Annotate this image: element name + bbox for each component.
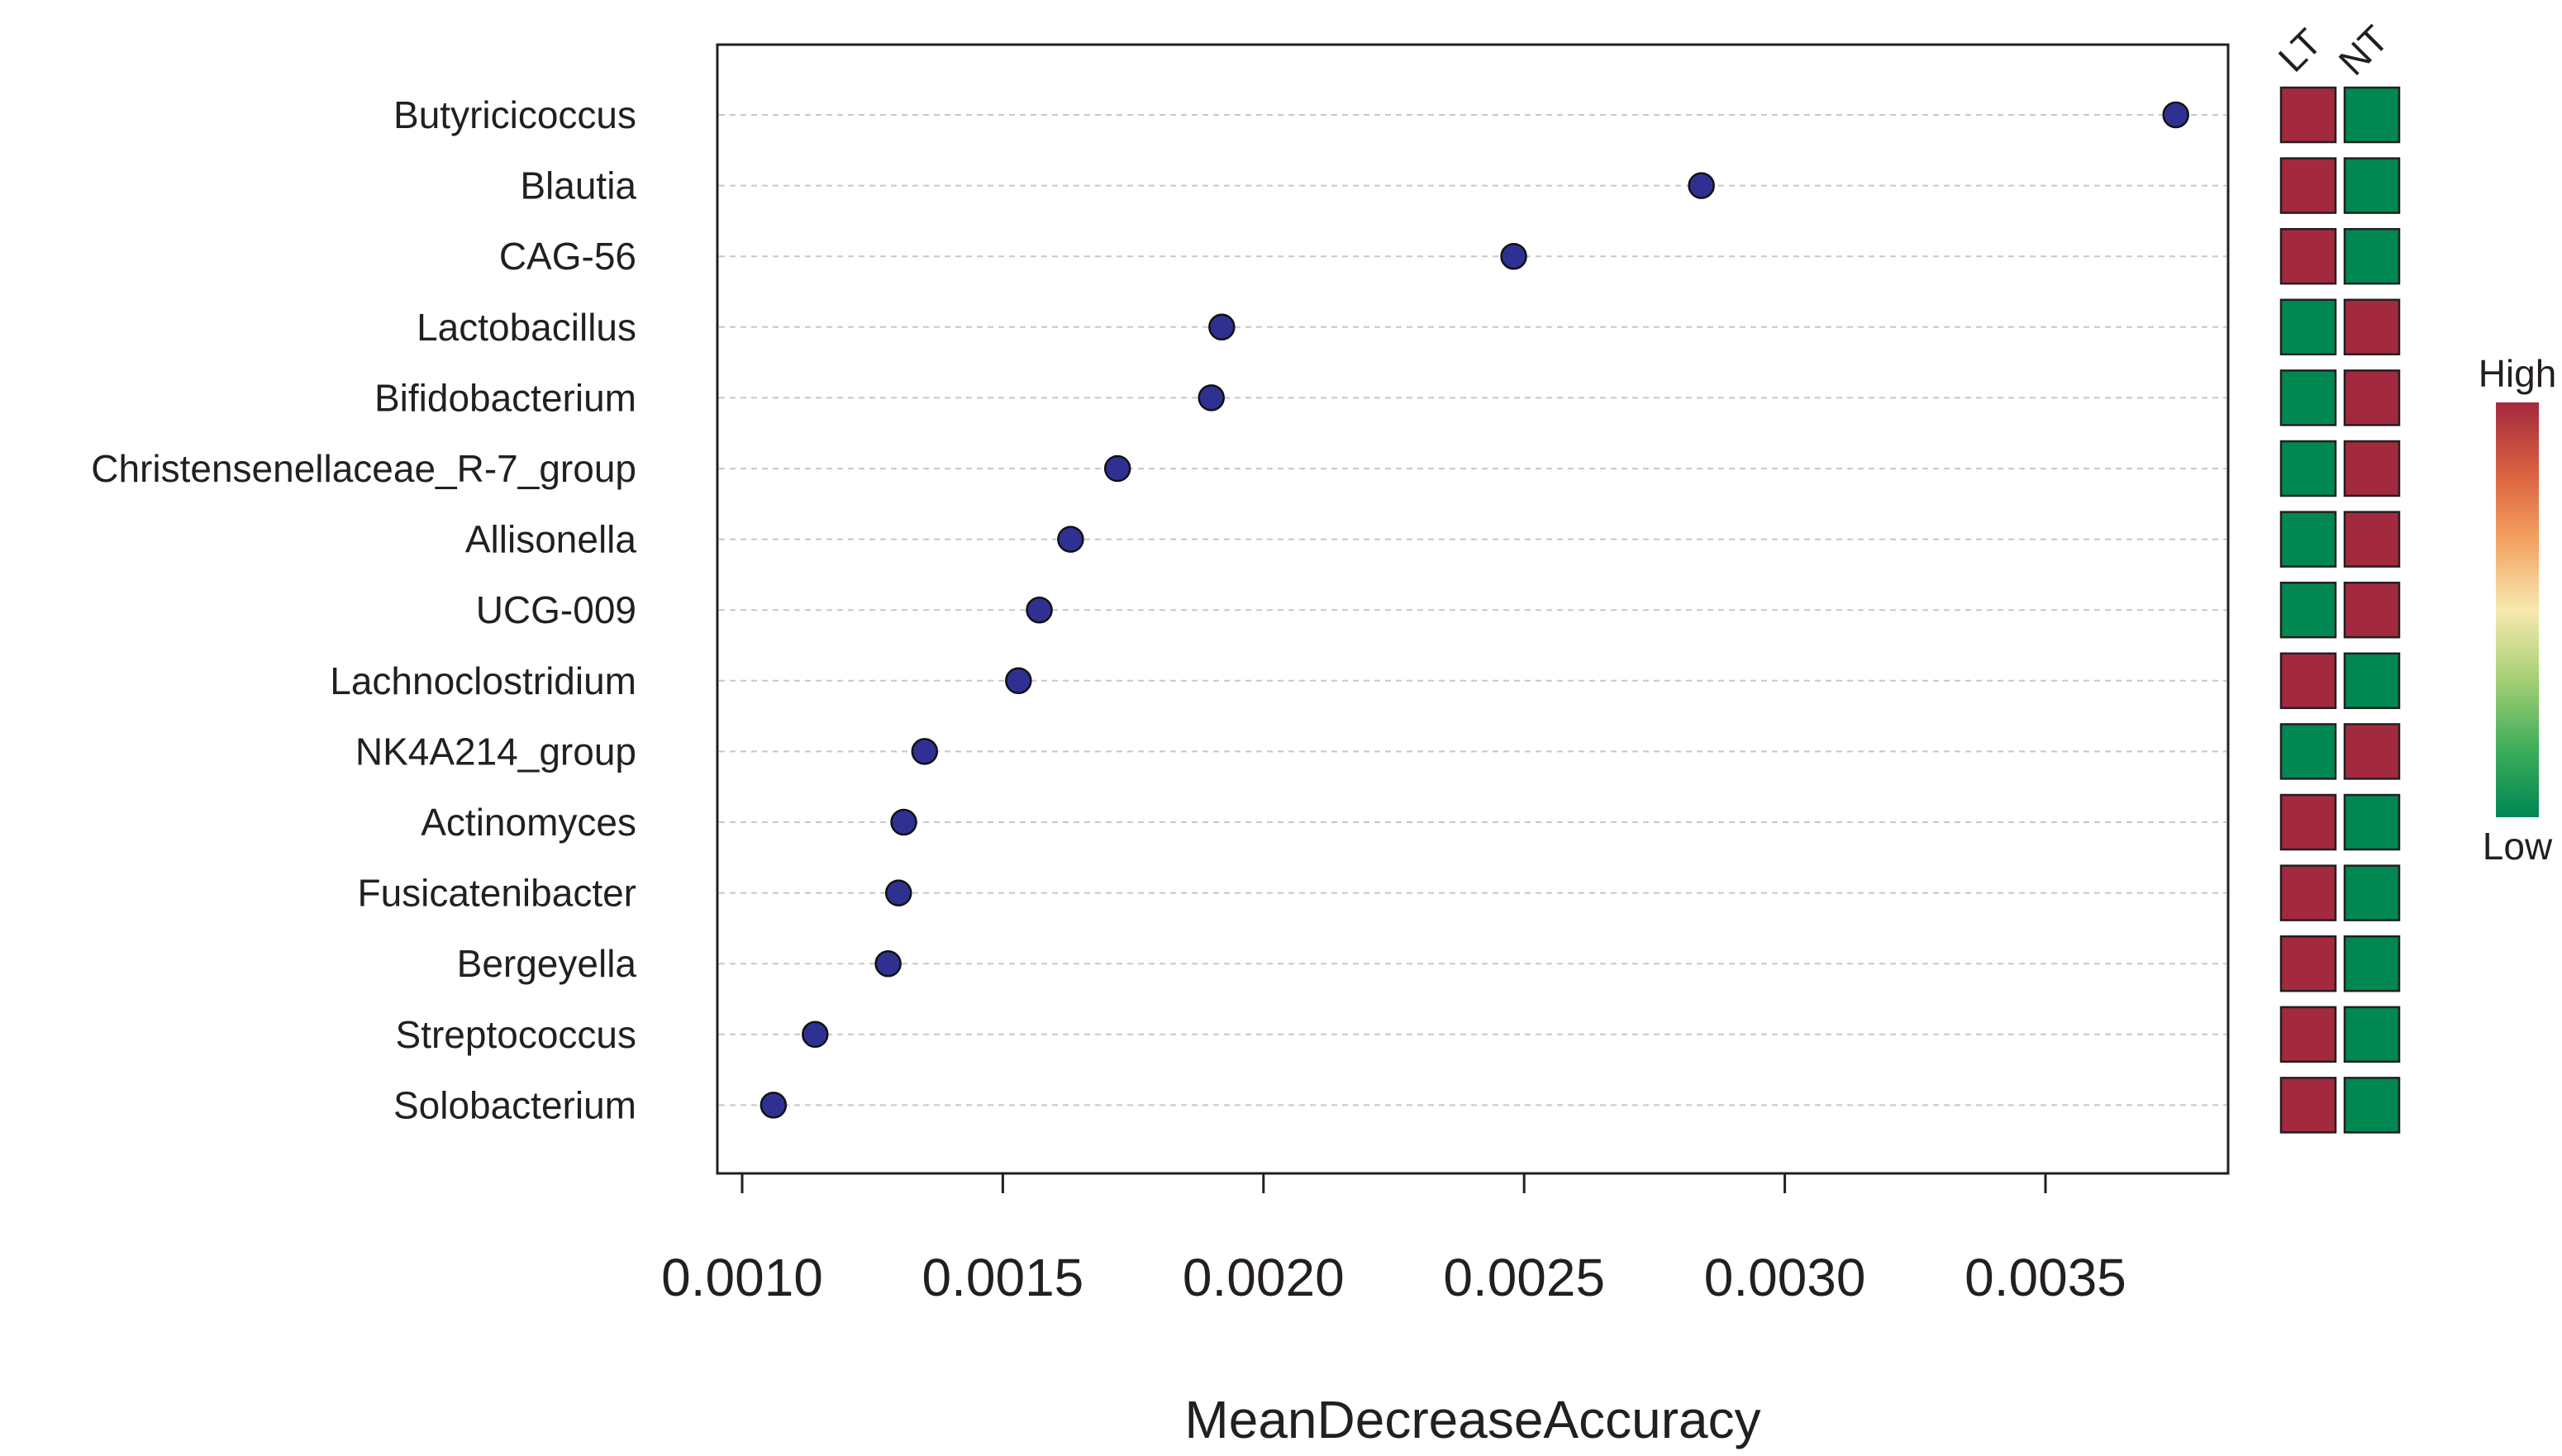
heatmap-cell (2343, 723, 2401, 780)
data-point (1500, 242, 1527, 270)
category-label: Christensenellaceae_R-7_group (91, 447, 636, 490)
category-label: Blautia (520, 164, 636, 207)
heatmap-cell (2279, 1077, 2337, 1134)
category-label: Allisonella (465, 518, 637, 561)
category-label: Streptococcus (396, 1013, 636, 1056)
data-points (760, 101, 2189, 1119)
grid-lines (719, 114, 2226, 1106)
heatmap-cell (2343, 157, 2401, 214)
heatmap-cell (2343, 935, 2401, 992)
heatmap-cell (2279, 511, 2337, 568)
heatmap-column-label: LT (2270, 21, 2330, 80)
heatmap-cell (2343, 440, 2401, 497)
heatmap-cell (2279, 157, 2337, 214)
data-point (874, 949, 902, 978)
category-label: Bifidobacterium (374, 376, 636, 419)
heatmap-cell (2343, 652, 2401, 710)
category-label: Lachnoclostridium (330, 659, 636, 702)
colorbar (2496, 402, 2539, 817)
x-axis: 0.0010 0.0015 0.0020 0.0025 0.0030 0.0035 (661, 1173, 2126, 1307)
heatmap-cell (2279, 86, 2337, 144)
heatmap-cell (2343, 1077, 2401, 1134)
data-point (1198, 384, 1225, 412)
data-point (1057, 526, 1084, 553)
heatmap-cell (2343, 227, 2401, 285)
heatmap-cell (2279, 227, 2337, 285)
category-label: Butyricicoccus (393, 93, 636, 136)
x-axis-title: MeanDecreaseAccuracy (1184, 1390, 1760, 1449)
x-tick-label: 0.0025 (1443, 1248, 1605, 1307)
category-label: UCG-009 (476, 588, 636, 631)
data-point (760, 1092, 788, 1119)
category-label: NK4A214_group (355, 730, 636, 773)
heatmap-cell (2279, 793, 2337, 851)
heatmap-cell (2343, 793, 2401, 851)
heatmap-cell (2279, 1006, 2337, 1063)
plot-frame (716, 43, 2230, 1175)
data-point (1103, 454, 1131, 483)
heatmap-cell (2343, 581, 2401, 639)
heatmap-column-label: NT (2331, 17, 2397, 83)
x-tick-label: 0.0015 (922, 1248, 1084, 1307)
category-label: Lactobacillus (417, 306, 636, 349)
data-point (1005, 667, 1032, 695)
category-label: Bergeyella (457, 942, 637, 985)
data-point (2162, 101, 2189, 129)
data-point (911, 738, 939, 765)
data-point (884, 879, 912, 906)
heatmap-cell (2343, 864, 2401, 921)
category-label: Fusicatenibacter (358, 872, 637, 915)
heatmap-cell (2279, 298, 2337, 356)
data-point (890, 808, 917, 836)
heatmap-cell (2343, 369, 2401, 426)
category-label: Actinomyces (421, 801, 636, 844)
heatmap-cell (2279, 581, 2337, 639)
data-point (1688, 172, 1715, 199)
heatmap-cell (2279, 369, 2337, 426)
heatmap-cell (2279, 935, 2337, 992)
heatmap-cell (2343, 86, 2401, 144)
data-point (802, 1021, 829, 1049)
heatmap-cell (2343, 298, 2401, 356)
heatmap-cell (2279, 652, 2337, 710)
data-point (1208, 313, 1236, 341)
colorbar-low-label: Low (2483, 825, 2553, 868)
heatmap-cell (2279, 440, 2337, 497)
group-heatmap: LT NT (2270, 17, 2401, 1134)
heatmap-cell (2279, 723, 2337, 780)
data-point (1026, 596, 1053, 624)
heatmap-cell (2343, 511, 2401, 568)
color-scale-legend: High Low (2479, 352, 2557, 868)
x-tick-label: 0.0020 (1183, 1248, 1345, 1307)
category-labels: Butyricicoccus Blautia CAG-56 Lactobacillus… (91, 93, 636, 1126)
x-tick-label: 0.0035 (1964, 1248, 2126, 1307)
category-label: Solobacterium (393, 1083, 636, 1126)
category-label: CAG-56 (499, 235, 636, 278)
x-tick-label: 0.0010 (661, 1248, 823, 1307)
heatmap-cell (2279, 864, 2337, 921)
heatmap-cell (2343, 1006, 2401, 1063)
x-tick-label: 0.0030 (1704, 1248, 1866, 1307)
colorbar-high-label: High (2479, 352, 2557, 395)
